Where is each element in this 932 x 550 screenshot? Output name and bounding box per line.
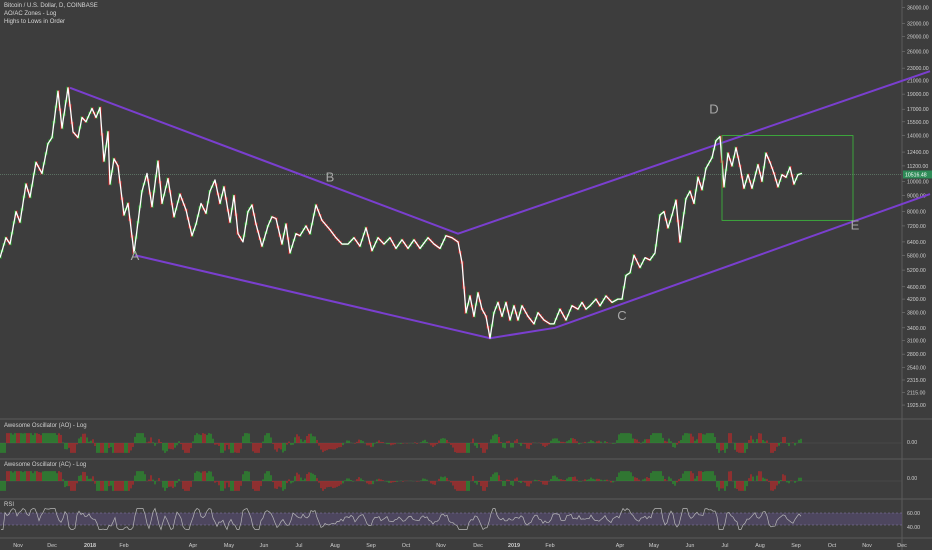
- y-tick-label: 11200.00: [907, 164, 928, 170]
- x-tick-label: Nov: [13, 543, 23, 549]
- x-tick-label: Nov: [436, 543, 446, 549]
- x-tick-label: Oct: [402, 543, 411, 549]
- y-tick-label: 7200.00: [907, 224, 926, 230]
- rsi-line: [1, 507, 802, 531]
- x-tick-label: 2018: [84, 543, 96, 549]
- y-tick-label: 2800.00: [907, 352, 926, 358]
- y-tick-label: 2315.00: [907, 378, 926, 384]
- channel-upper-line: [69, 70, 931, 235]
- header-study-2: Highs to Lows in Order: [4, 19, 66, 25]
- wave-label-c: C: [617, 308, 626, 323]
- x-tick-label: Feb: [545, 543, 554, 549]
- y-tick-label: 4600.00: [907, 285, 926, 291]
- x-tick-label: Feb: [119, 543, 128, 549]
- y-tick-label: 19000.00: [907, 92, 929, 98]
- x-tick-label: 2019: [508, 543, 520, 549]
- y-tick-label: 3100.00: [907, 338, 926, 344]
- y-tick-label: 26000.00: [907, 50, 929, 56]
- x-tick-label: Dec: [897, 543, 907, 549]
- last-price-badge: [903, 170, 932, 179]
- x-tick-label: Jul: [722, 543, 729, 549]
- rsi-axis-label: 40.00: [907, 525, 920, 531]
- header-symbol: Bitcoin / U.S. Dollar, D, COINBASE: [4, 3, 98, 9]
- y-tick-label: 5800.00: [907, 253, 926, 259]
- x-tick-label: May: [649, 543, 659, 549]
- y-tick-label: 32000.00: [907, 21, 929, 27]
- y-tick-label: 6400.00: [907, 240, 926, 246]
- rsi-band: [0, 513, 902, 525]
- x-tick-label: Jul: [296, 543, 303, 549]
- wave-label-b: B: [326, 169, 335, 184]
- x-tick-label: Jun: [686, 543, 695, 549]
- x-tick-label: Apr: [189, 543, 198, 549]
- last-price-label: 10516.48: [905, 172, 927, 178]
- y-tick-label: 1925.00: [907, 403, 926, 409]
- zigzag-line: [0, 87, 803, 339]
- rsi-axis-label: 60.00: [907, 511, 920, 517]
- x-tick-label: Apr: [616, 543, 625, 549]
- ao-pane-label: Awesome Oscillator (AO) - Log: [4, 423, 87, 429]
- x-tick-label: Nov: [862, 543, 872, 549]
- y-tick-label: 23000.00: [907, 66, 929, 72]
- wave-label-d: D: [709, 101, 718, 116]
- x-tick-label: Aug: [330, 543, 340, 549]
- y-tick-label: 21000.00: [907, 79, 929, 85]
- y-tick-label: 3800.00: [907, 311, 926, 317]
- y-tick-label: 5200.00: [907, 268, 926, 274]
- x-tick-label: Dec: [47, 543, 57, 549]
- y-tick-label: 9000.00: [907, 194, 926, 200]
- x-tick-label: Sep: [366, 543, 376, 549]
- consolidation-box: [721, 135, 854, 221]
- y-tick-label: 15500.00: [907, 120, 929, 126]
- y-tick-label: 2115.00: [907, 390, 925, 396]
- y-tick-label: 4200.00: [907, 297, 926, 303]
- rsi-pane-label: RSI: [4, 502, 15, 508]
- x-tick-label: Oct: [828, 543, 837, 549]
- x-tick-label: Aug: [755, 543, 765, 549]
- x-tick-label: Dec: [473, 543, 483, 549]
- ao-axis-label: 0.00: [907, 440, 917, 446]
- y-tick-label: 3400.00: [907, 326, 926, 332]
- channel-lower-line: [134, 193, 931, 340]
- y-tick-label: 12400.00: [907, 150, 929, 156]
- y-tick-label: 29000.00: [907, 35, 929, 41]
- x-tick-label: Jun: [260, 543, 269, 549]
- y-tick-label: 8000.00: [907, 210, 926, 216]
- wave-label-a: A: [131, 248, 140, 263]
- y-tick-label: 2540.00: [907, 365, 926, 371]
- wave-label-e: E: [851, 218, 860, 233]
- y-tick-label: 36000.00: [907, 5, 929, 11]
- ac-axis-label: 0.00: [907, 476, 917, 482]
- ac-pane-label: Awesome Oscillator (AC) - Log: [4, 462, 87, 468]
- x-tick-label: May: [224, 543, 234, 549]
- y-tick-label: 14000.00: [907, 134, 929, 140]
- y-tick-label: 10000.00: [907, 179, 929, 185]
- x-tick-label: Sep: [791, 543, 801, 549]
- header-study-1: AO/AC Zones - Log: [4, 11, 57, 17]
- y-tick-label: 17000.00: [907, 107, 929, 113]
